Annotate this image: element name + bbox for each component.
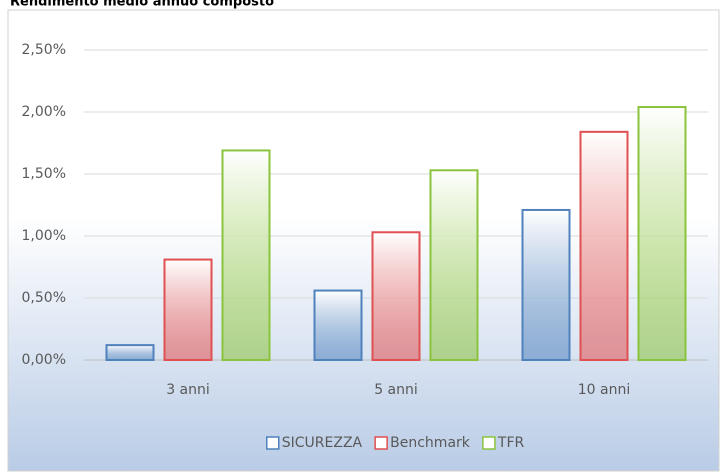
x-tick-label: 5 anni [374,382,418,398]
bar [163,258,213,361]
bar [313,289,363,361]
y-tick-label: 1,00% [22,228,66,244]
legend-swatch [266,436,280,450]
y-tick-label: 0,00% [22,352,66,368]
bar [371,231,421,361]
y-tick-label: 0,50% [22,290,66,306]
legend-swatch [482,436,496,450]
y-tick-label: 2,50% [22,42,66,58]
bar [105,344,155,361]
bar [579,130,629,361]
chart-title: Rendimento medio annuo composto [10,0,274,10]
bar [637,106,687,362]
legend-label: TFR [497,435,525,451]
legend-label: SICUREZZA [282,435,363,451]
bar [429,169,479,361]
legend-label: Benchmark [390,435,471,451]
legend-swatch [374,436,388,450]
x-tick-label: 3 anni [166,382,210,398]
y-tick-label: 2,00% [22,104,66,120]
bar [221,149,271,361]
bar [521,208,571,361]
x-tick-label: 10 anni [578,382,630,398]
y-tick-label: 1,50% [22,166,66,182]
